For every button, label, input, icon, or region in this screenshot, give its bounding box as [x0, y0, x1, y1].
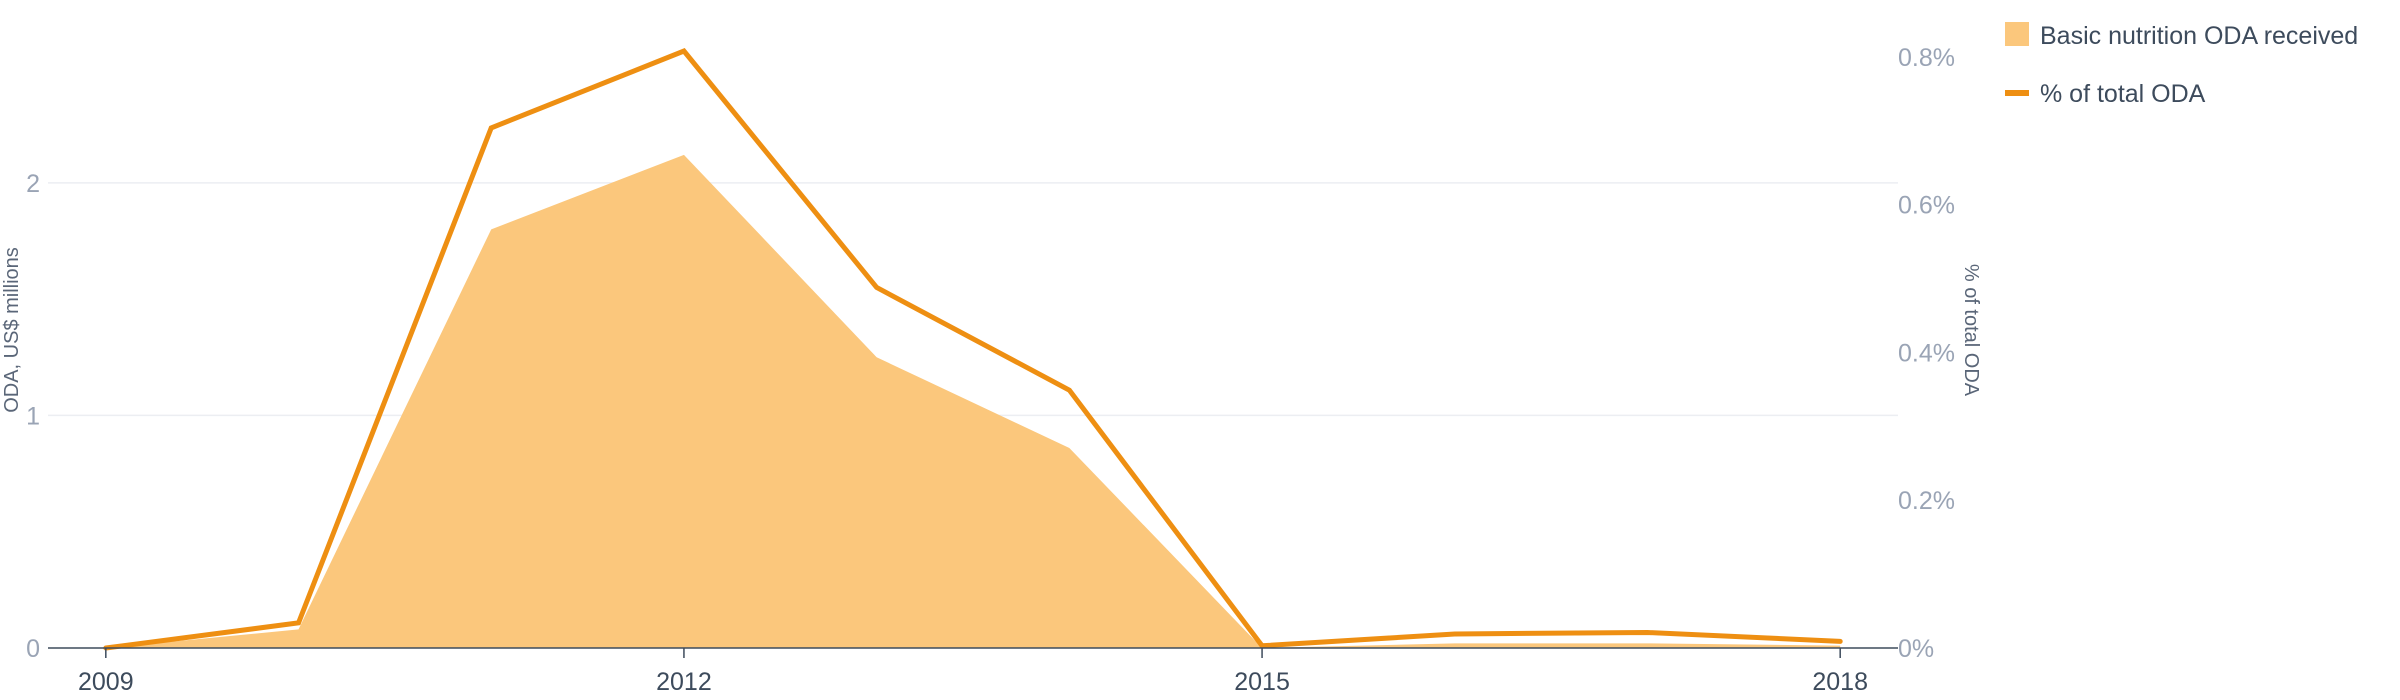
gridlines [48, 182, 1898, 417]
legend-label-area: Basic nutrition ODA received [2040, 22, 2358, 50]
right-tick-label: 0.6% [1898, 192, 1955, 220]
x-tick-label: 2018 [1812, 668, 1868, 696]
right-tick-label: 0.2% [1898, 487, 1955, 515]
left-tick-label: 0 [26, 635, 40, 663]
x-tick-label: 2012 [656, 668, 712, 696]
line-series-layer [103, 48, 1843, 651]
area-series-basic-nutrition[interactable] [105, 154, 1841, 649]
legend-item-line[interactable]: % of total ODA [2005, 80, 2206, 108]
right-axis-title: % of total ODA [1960, 264, 1982, 397]
x-tick-label: 2009 [78, 668, 134, 696]
left-axis-title: ODA, US$ millions [1, 247, 23, 413]
right-tick-label: 0.8% [1898, 44, 1955, 72]
right-tick-label: 0% [1898, 635, 1934, 663]
legend-item-area[interactable]: Basic nutrition ODA received [2005, 22, 2358, 50]
legend-swatch-line [2005, 90, 2029, 96]
left-axis-ticks: 0 1 2 [26, 170, 40, 663]
left-tick-label: 1 [26, 402, 40, 430]
x-axis-ticks: 2009 2012 2015 2018 [78, 648, 1868, 696]
legend-label-line: % of total ODA [2040, 80, 2206, 108]
left-tick-label: 2 [26, 170, 40, 198]
line-series-percent-total-oda[interactable] [103, 48, 1843, 651]
right-axis-ticks: 0% 0.2% 0.4% 0.6% 0.8% [1898, 44, 1955, 663]
right-tick-label: 0.4% [1898, 339, 1955, 367]
x-tick-label: 2015 [1234, 668, 1290, 696]
legend: Basic nutrition ODA received % of total … [2005, 22, 2358, 108]
area-series-layer [105, 154, 1841, 649]
legend-swatch-area [2005, 22, 2029, 46]
